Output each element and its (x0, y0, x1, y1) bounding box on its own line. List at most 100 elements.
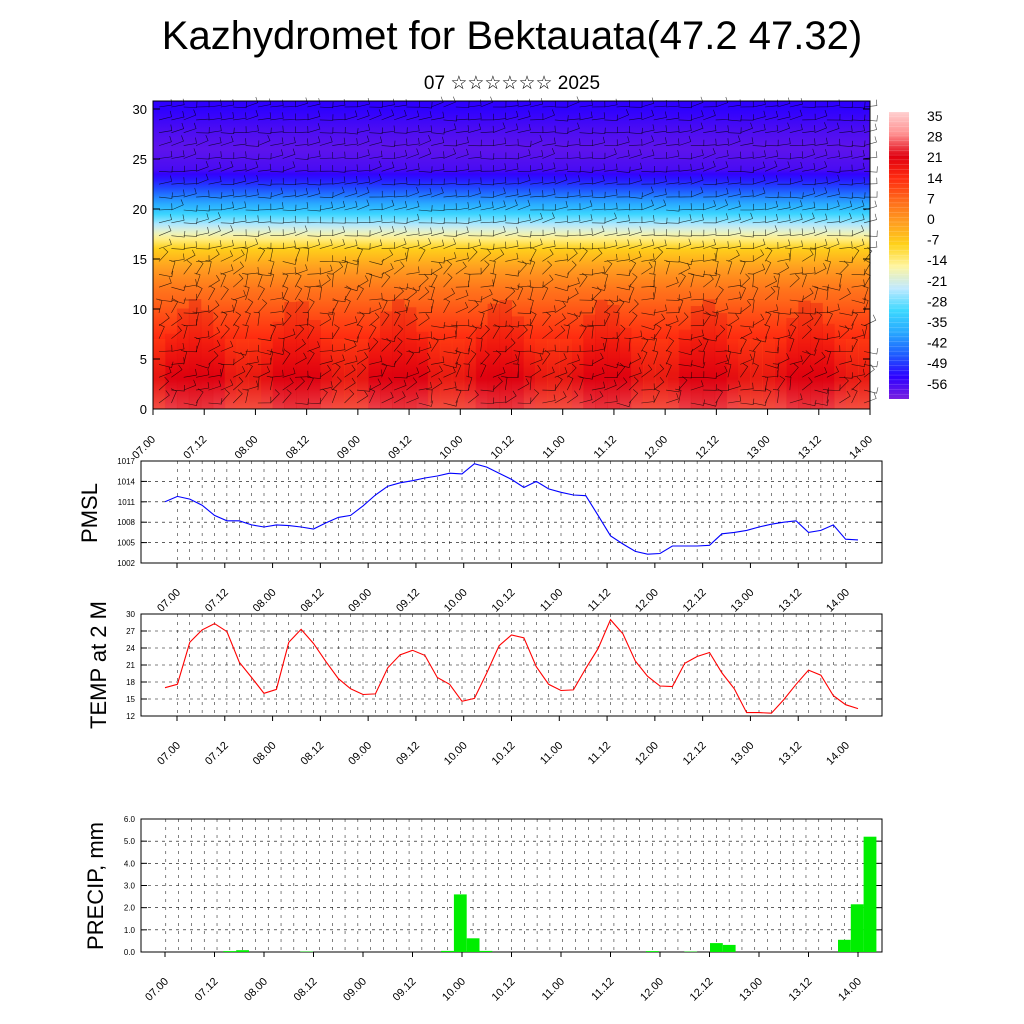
wind-barb (393, 324, 404, 339)
wind-barb (463, 363, 470, 378)
wind-barb (851, 149, 865, 159)
colorbar-label: 21 (927, 149, 943, 165)
wind-barb (332, 137, 346, 146)
wind-barb (690, 203, 705, 211)
wind-barb (406, 124, 420, 133)
wind-barb (554, 174, 568, 185)
wind-barb (480, 230, 495, 237)
wind-barb (505, 300, 517, 314)
wind-barb (455, 226, 469, 236)
wind-barb (171, 384, 185, 392)
wind-barb (431, 151, 445, 159)
wind-barb (220, 201, 234, 211)
wind-barb (270, 291, 284, 301)
wind-barb (628, 367, 642, 378)
wind-barb (604, 163, 618, 172)
wind-barb (505, 152, 519, 160)
heating-cell (547, 339, 560, 409)
heating-cell (475, 325, 489, 409)
wind-barb (169, 259, 176, 275)
x-tick-label: 09.00 (346, 740, 374, 768)
wind-barb (282, 350, 291, 365)
x-tick-label: 08.00 (251, 740, 279, 768)
wind-barb (727, 240, 742, 249)
wind-barb (196, 243, 210, 250)
x-tick-label: 09.00 (346, 587, 374, 615)
wind-barb (208, 300, 220, 314)
wind-barb (257, 203, 272, 211)
x-tick-label: 13.00 (729, 740, 757, 768)
wind-barb (158, 124, 173, 133)
wind-barb (567, 203, 581, 211)
wind-barb (270, 348, 285, 355)
wind-barb (369, 378, 382, 391)
wind-barb (492, 249, 505, 262)
wind-barb (542, 125, 556, 133)
wind-barb (231, 298, 238, 313)
x-tick-label: 14.00 (824, 587, 852, 615)
wind-barb (826, 330, 841, 339)
wind-barb (789, 192, 804, 199)
wind-barb (455, 217, 470, 224)
wind-barb (381, 335, 396, 343)
wind-barb (678, 371, 693, 379)
wind-barb (381, 109, 395, 121)
wind-barb (393, 127, 408, 134)
wind-barb (220, 285, 229, 301)
wind-barb (393, 286, 404, 301)
wind-barb (492, 137, 507, 146)
wind-barb (468, 177, 482, 185)
wind-barb (478, 311, 485, 326)
y-tick-label: 6.0 (124, 815, 136, 824)
wind-barb (690, 110, 704, 121)
wind-barb (171, 111, 185, 121)
wind-barb (604, 114, 618, 121)
wind-barb (233, 366, 246, 378)
wind-barb (245, 96, 259, 108)
wind-barb (369, 160, 382, 172)
wind-barb (505, 324, 515, 339)
wind-barb (554, 366, 568, 378)
wind-barb (455, 125, 470, 133)
wind-barb (591, 319, 606, 327)
wind-barb (715, 241, 729, 249)
precip-bar (645, 951, 659, 952)
wind-barb (183, 164, 198, 172)
wind-barb (492, 350, 502, 365)
x-tick-label: 08.12 (299, 587, 327, 615)
wind-barb (665, 337, 675, 352)
y-axis-label: PMSL (77, 483, 102, 543)
x-tick-label: 09.12 (386, 434, 414, 462)
wind-barb (381, 161, 395, 172)
wind-barb (468, 200, 482, 211)
wind-barb (604, 239, 618, 249)
wind-barb (332, 256, 346, 263)
wind-barb (527, 298, 534, 313)
wind-barb (851, 268, 866, 276)
y-tick-label: 25 (133, 152, 147, 167)
wind-barb (740, 114, 754, 121)
wind-barb (690, 399, 705, 406)
wind-barb (443, 139, 457, 147)
wind-barb (814, 284, 829, 291)
colorbar-label: 35 (927, 108, 943, 124)
precip-bar (710, 943, 723, 952)
wind-barb (245, 175, 259, 185)
wind-barb (181, 324, 188, 339)
wind-barb (678, 135, 692, 146)
wind-barb (183, 148, 197, 159)
wind-barb (307, 98, 321, 108)
wind-barb (517, 214, 531, 224)
wind-barb (356, 164, 371, 172)
wind-barb (863, 360, 879, 368)
wind-barb (443, 288, 456, 301)
wind-barb (752, 336, 768, 343)
wind-barb (702, 311, 711, 326)
wind-barb (406, 333, 421, 341)
wind-barb (703, 238, 716, 249)
wind-barb (183, 177, 198, 185)
wind-barb (295, 188, 308, 198)
wind-barb (835, 273, 843, 288)
wind-barb (455, 319, 470, 327)
wind-barb (295, 398, 309, 405)
